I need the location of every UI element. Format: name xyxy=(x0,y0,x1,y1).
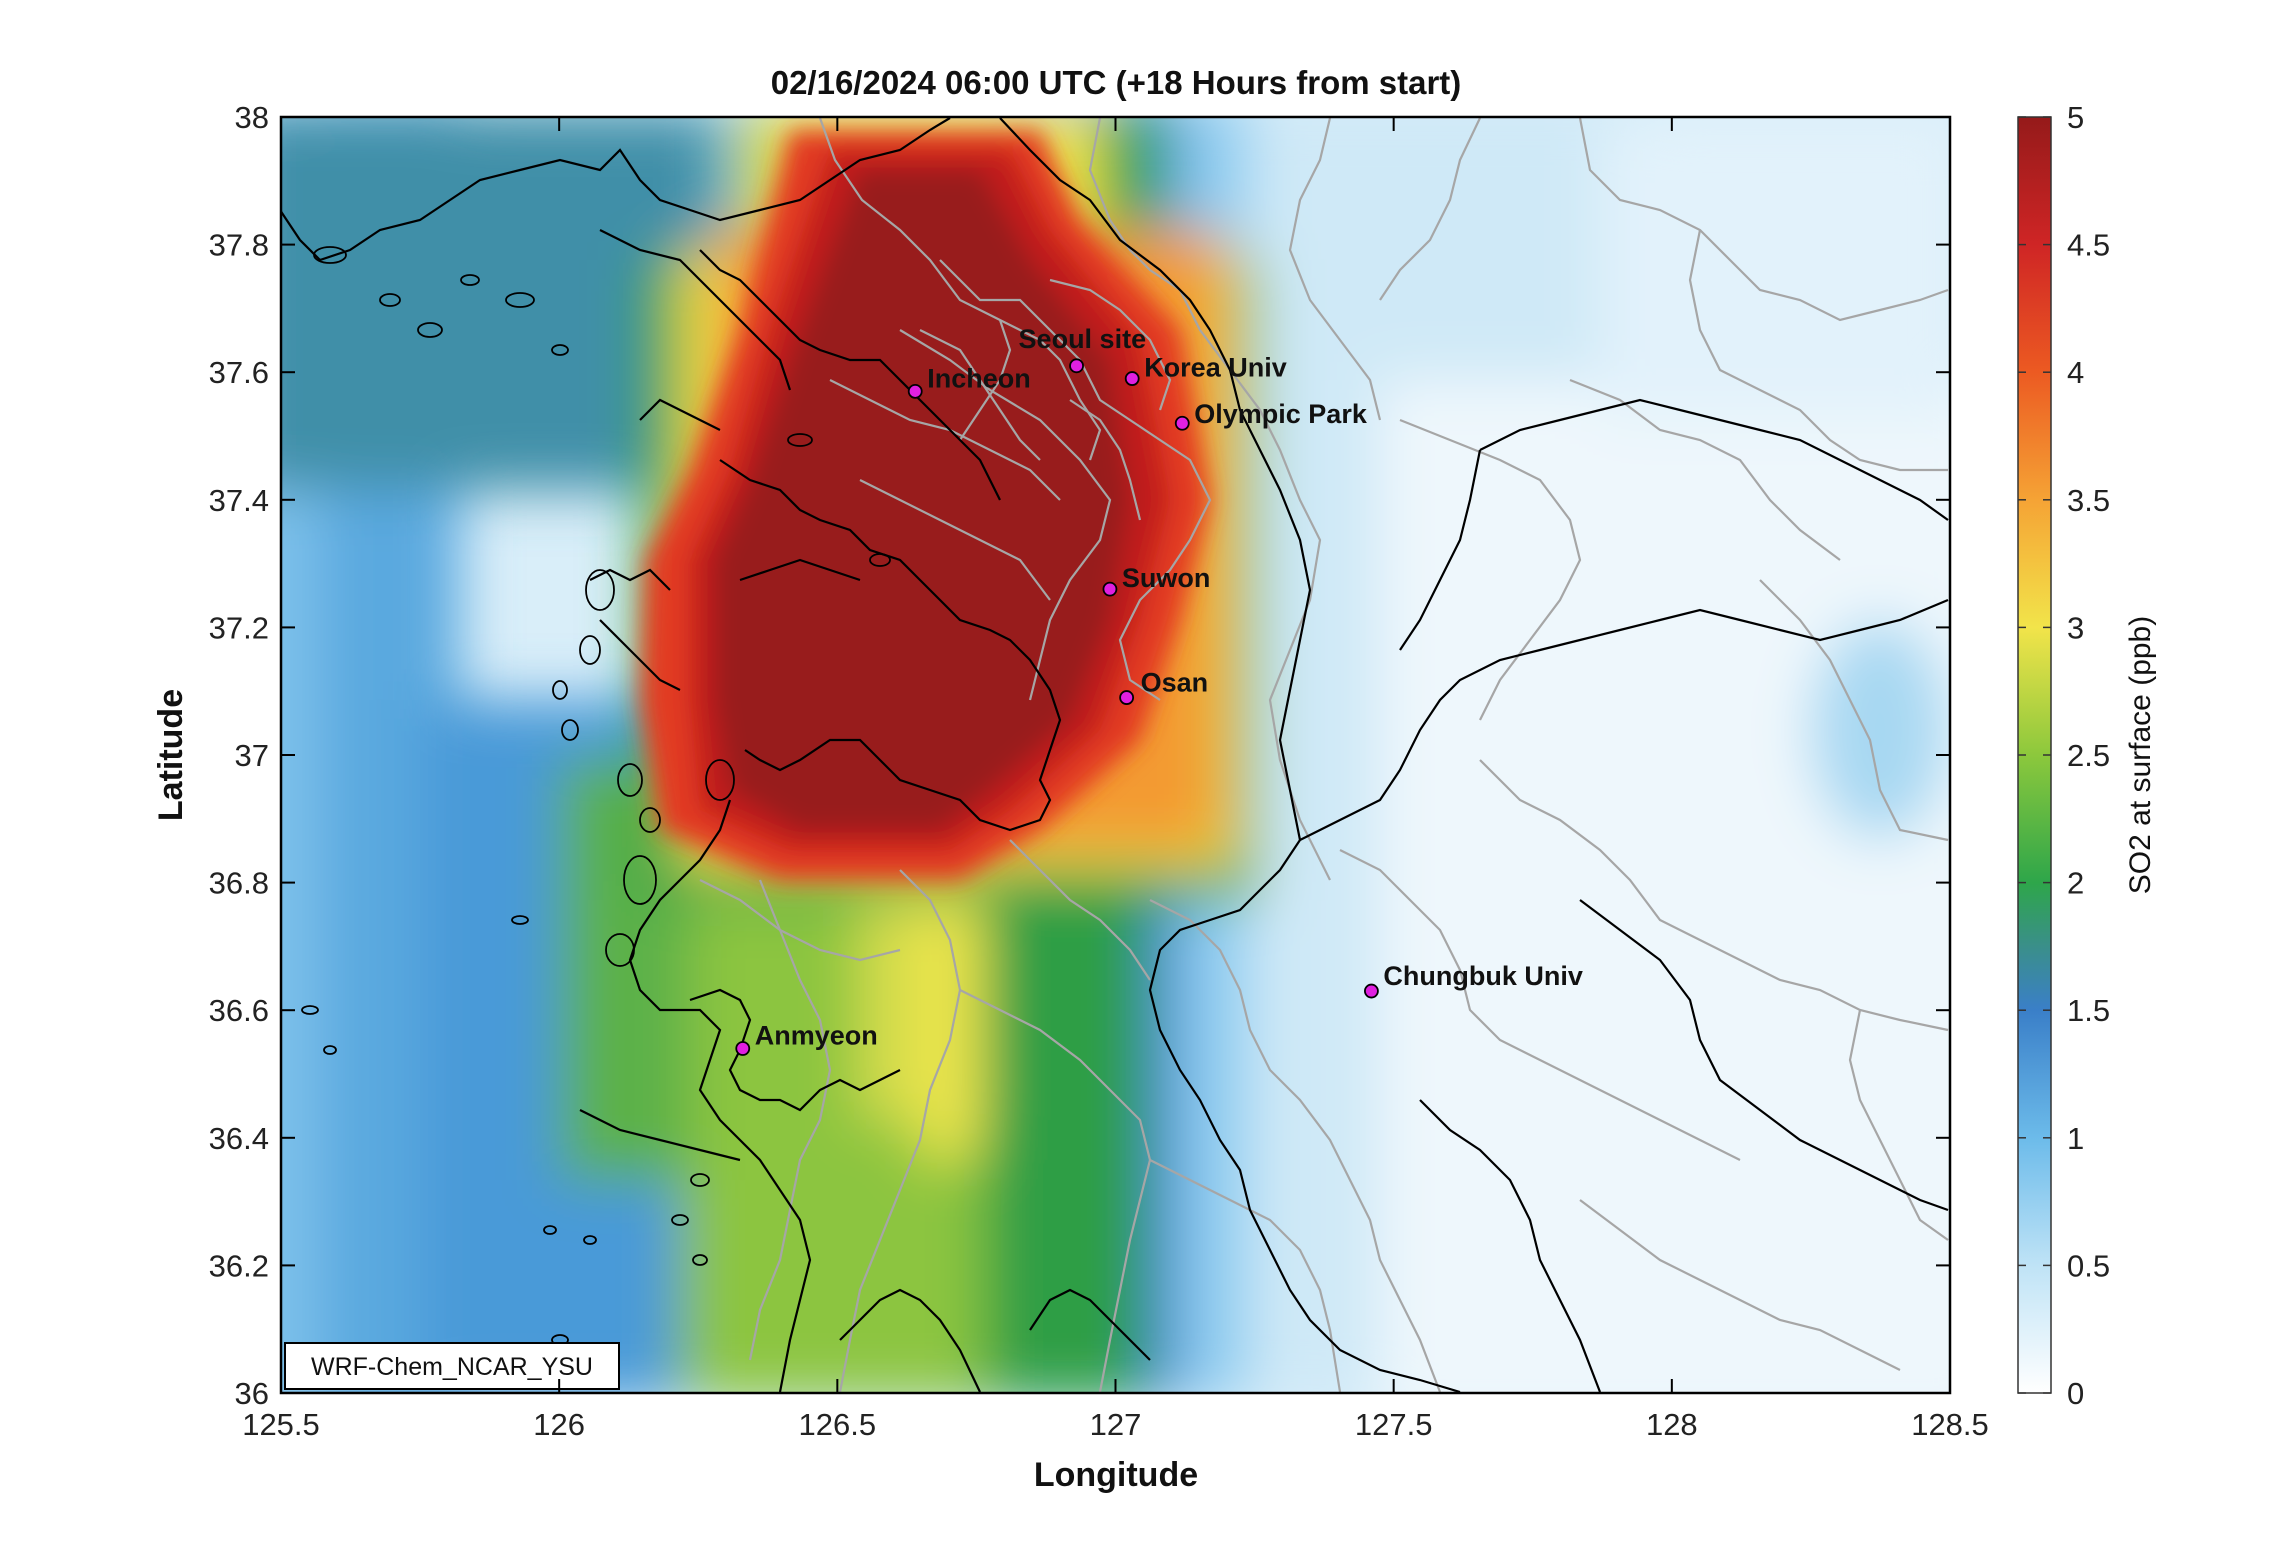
y-tick-label: 36.8 xyxy=(209,866,269,901)
x-tick-label: 127 xyxy=(1090,1407,1142,1442)
x-tick-label: 126 xyxy=(533,1407,585,1442)
so2-concentration-field xyxy=(200,100,2000,1430)
site-label: Seoul site xyxy=(1019,324,1147,354)
y-tick-label: 37.8 xyxy=(209,228,269,263)
site-marker xyxy=(736,1042,749,1055)
site-label: Osan xyxy=(1141,668,1209,698)
colorbar-label: SO2 at surface (ppb) xyxy=(2124,616,2157,894)
model-label-box: WRF-Chem_NCAR_YSU xyxy=(285,1343,619,1389)
y-tick-label: 36 xyxy=(235,1376,269,1411)
colorbar-tick-label: 2.5 xyxy=(2067,738,2110,773)
colorbar-tick-label: 2 xyxy=(2067,866,2084,901)
site-marker xyxy=(1120,691,1133,704)
y-tick-label: 37.6 xyxy=(209,355,269,390)
y-tick-label: 36.4 xyxy=(209,1121,269,1156)
colorbar-tick-label: 0.5 xyxy=(2067,1248,2110,1283)
site-marker xyxy=(1365,985,1378,998)
site-marker xyxy=(1070,359,1083,372)
site-marker xyxy=(1103,583,1116,596)
site-label: Korea Univ xyxy=(1144,353,1287,383)
site-label: Incheon xyxy=(927,363,1031,393)
site-label: Anmyeon xyxy=(755,1020,878,1050)
site-marker xyxy=(1126,372,1139,385)
colorbar-tick-label: 5 xyxy=(2067,100,2084,135)
y-tick-label: 36.6 xyxy=(209,993,269,1028)
x-tick-label: 128 xyxy=(1646,1407,1698,1442)
x-tick-label: 125.5 xyxy=(242,1407,320,1442)
y-tick-label: 36.2 xyxy=(209,1248,269,1283)
site-label: Chungbuk Univ xyxy=(1383,961,1582,991)
site-marker xyxy=(909,385,922,398)
colorbar: 0 0.5 1 1.5 2 2.5 3 3.5 4 4.5 5 SO2 at surface (pp… xyxy=(2018,100,2157,1411)
site-label: Olympic Park xyxy=(1194,399,1368,429)
y-tick-label: 37.2 xyxy=(209,610,269,645)
x-axis-label: Longitude xyxy=(1034,1456,1198,1494)
x-tick-label: 127.5 xyxy=(1355,1407,1433,1442)
colorbar-tick-label: 0 xyxy=(2067,1376,2084,1411)
y-tick-label: 38 xyxy=(235,100,269,135)
colorbar-tick-label: 3.5 xyxy=(2067,483,2110,518)
model-label: WRF-Chem_NCAR_YSU xyxy=(311,1353,593,1381)
colorbar-tick-label: 1.5 xyxy=(2067,993,2110,1028)
y-tick-label: 37.4 xyxy=(209,483,269,518)
y-axis-label: Latitude xyxy=(152,689,190,821)
x-tick-label: 126.5 xyxy=(799,1407,877,1442)
colorbar-tick-label: 4.5 xyxy=(2067,228,2110,263)
colorbar-tick-label: 3 xyxy=(2067,610,2084,645)
x-tick-label: 128.5 xyxy=(1911,1407,1989,1442)
map-title: 02/16/2024 06:00 UTC (+18 Hours from sta… xyxy=(771,64,1462,101)
colorbar-tick-label: 1 xyxy=(2067,1121,2084,1156)
y-tick-label: 37 xyxy=(235,738,269,773)
colorbar-tick-label: 4 xyxy=(2067,355,2084,390)
site-marker xyxy=(1176,417,1189,430)
site-label: Suwon xyxy=(1122,563,1211,593)
